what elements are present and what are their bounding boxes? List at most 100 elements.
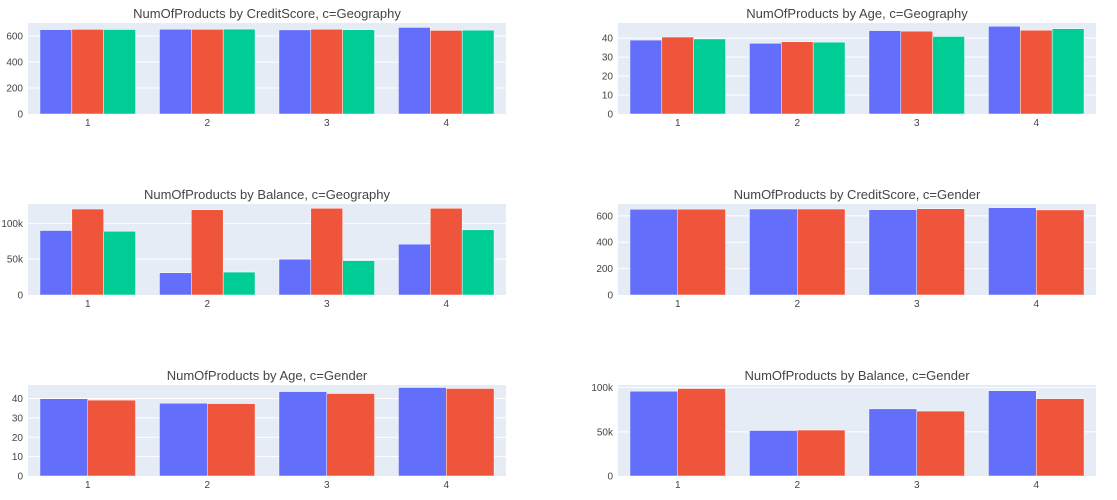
- bar: [71, 29, 104, 115]
- bar: [988, 207, 1037, 296]
- bar: [398, 243, 431, 296]
- x-tick-label: 2: [204, 480, 210, 491]
- subplot-4: 0 200 400 600 1 2 3 4 NumOfProducts by CreditSco…: [596, 187, 1096, 310]
- bar: [278, 391, 328, 477]
- x-tick-label: 2: [204, 299, 210, 310]
- bar: [932, 36, 965, 115]
- bar: [797, 429, 846, 477]
- bar: [868, 30, 902, 115]
- x-tick-label: 3: [324, 299, 330, 310]
- y-tick-label: 600: [596, 211, 613, 222]
- bar: [430, 208, 463, 296]
- bar: [39, 398, 88, 477]
- x-tick-label: 3: [914, 118, 920, 129]
- y-tick-label: 0: [607, 110, 613, 121]
- y-tick-label: 0: [17, 472, 23, 483]
- bar: [342, 260, 375, 296]
- x-tick-label: 4: [443, 118, 449, 129]
- bar: [749, 43, 782, 115]
- bar: [310, 28, 343, 115]
- x-tick-label: 4: [1033, 480, 1039, 491]
- bar: [749, 208, 798, 296]
- x-tick-label: 3: [324, 118, 330, 129]
- bar: [222, 28, 256, 115]
- x-tick-label: 3: [914, 480, 920, 491]
- x-tick-label: 1: [85, 299, 91, 310]
- bar: [430, 30, 463, 115]
- x-tick-label: 1: [85, 118, 91, 129]
- bar: [677, 208, 726, 296]
- subplot-title: NumOfProducts by Age, c=Geography: [746, 6, 968, 21]
- y-tick-label: 100k: [1, 219, 24, 230]
- bar: [900, 30, 933, 115]
- bar: [1020, 29, 1053, 115]
- y-tick-label: 40: [602, 34, 614, 45]
- bar: [159, 402, 208, 477]
- subplot-5: 0 10 20 30 40 1 2 3 4 NumOfProducts by Age, c=Gen…: [12, 368, 506, 491]
- bar: [868, 209, 918, 296]
- x-tick-label: 1: [675, 299, 681, 310]
- bar: [326, 393, 375, 477]
- y-tick-label: 400: [6, 58, 23, 69]
- bar: [812, 41, 846, 115]
- bar: [398, 27, 431, 115]
- y-tick-label: 10: [602, 91, 614, 102]
- bar: [629, 390, 679, 477]
- subplot-title: NumOfProducts by CreditScore, c=Geograph…: [133, 6, 401, 21]
- subplot-3: 0 50k 100k 1 2 3 4 NumOfProducts by Balance, c=…: [1, 187, 506, 310]
- x-tick-label: 3: [324, 480, 330, 491]
- bar: [159, 272, 192, 296]
- bar: [278, 258, 312, 296]
- y-tick-label: 200: [596, 264, 613, 275]
- x-tick-label: 4: [443, 480, 449, 491]
- y-tick-label: 50k: [597, 427, 614, 438]
- subplot-1: 0 200 400 600 1 2 3 4 NumOfProducts by CreditSco…: [6, 6, 506, 129]
- bar: [342, 29, 375, 115]
- subplot-title: NumOfProducts by Age, c=Gender: [167, 368, 368, 383]
- y-tick-label: 20: [12, 433, 24, 444]
- x-tick-label: 2: [204, 118, 210, 129]
- x-tick-label: 1: [675, 118, 681, 129]
- y-tick-label: 0: [17, 110, 23, 121]
- bar: [916, 208, 965, 296]
- bar: [797, 208, 846, 296]
- bar: [103, 230, 136, 296]
- y-tick-label: 50k: [7, 255, 24, 266]
- y-tick-label: 0: [607, 291, 613, 302]
- bar: [446, 388, 495, 477]
- bar: [1036, 398, 1085, 477]
- x-tick-label: 1: [85, 480, 91, 491]
- bar: [310, 208, 343, 296]
- y-tick-label: 0: [17, 291, 23, 302]
- x-tick-label: 3: [914, 299, 920, 310]
- bar: [661, 36, 694, 115]
- bar: [988, 390, 1037, 477]
- y-tick-label: 20: [602, 72, 614, 83]
- subplot-2: 0 10 20 30 40 1 2 3 4 NumOfProducts by Age, c=Geo…: [602, 6, 1096, 129]
- bar: [278, 29, 312, 115]
- bar: [159, 28, 192, 115]
- subplot-title: NumOfProducts by Balance, c=Gender: [744, 368, 970, 383]
- y-tick-label: 30: [602, 53, 614, 64]
- x-tick-label: 4: [1033, 299, 1039, 310]
- x-tick-label: 2: [794, 480, 800, 491]
- y-tick-label: 400: [596, 238, 613, 249]
- bar: [461, 29, 495, 115]
- bar: [222, 271, 256, 296]
- bar: [693, 38, 726, 115]
- y-tick-label: 10: [12, 452, 24, 463]
- bar: [868, 408, 918, 477]
- bar: [629, 209, 679, 296]
- bar: [1051, 28, 1085, 115]
- x-tick-label: 2: [794, 118, 800, 129]
- bar: [191, 209, 224, 296]
- y-tick-label: 40: [12, 394, 24, 405]
- bar: [677, 388, 726, 477]
- bar: [916, 410, 965, 477]
- bar: [461, 229, 495, 296]
- bar: [191, 29, 224, 115]
- subplot-6: 0 50k 100k 1 2 3 4 NumOfProducts by Balance, c=…: [591, 368, 1096, 491]
- y-tick-label: 0: [607, 472, 613, 483]
- subplot-title: NumOfProducts by Balance, c=Geography: [144, 187, 391, 202]
